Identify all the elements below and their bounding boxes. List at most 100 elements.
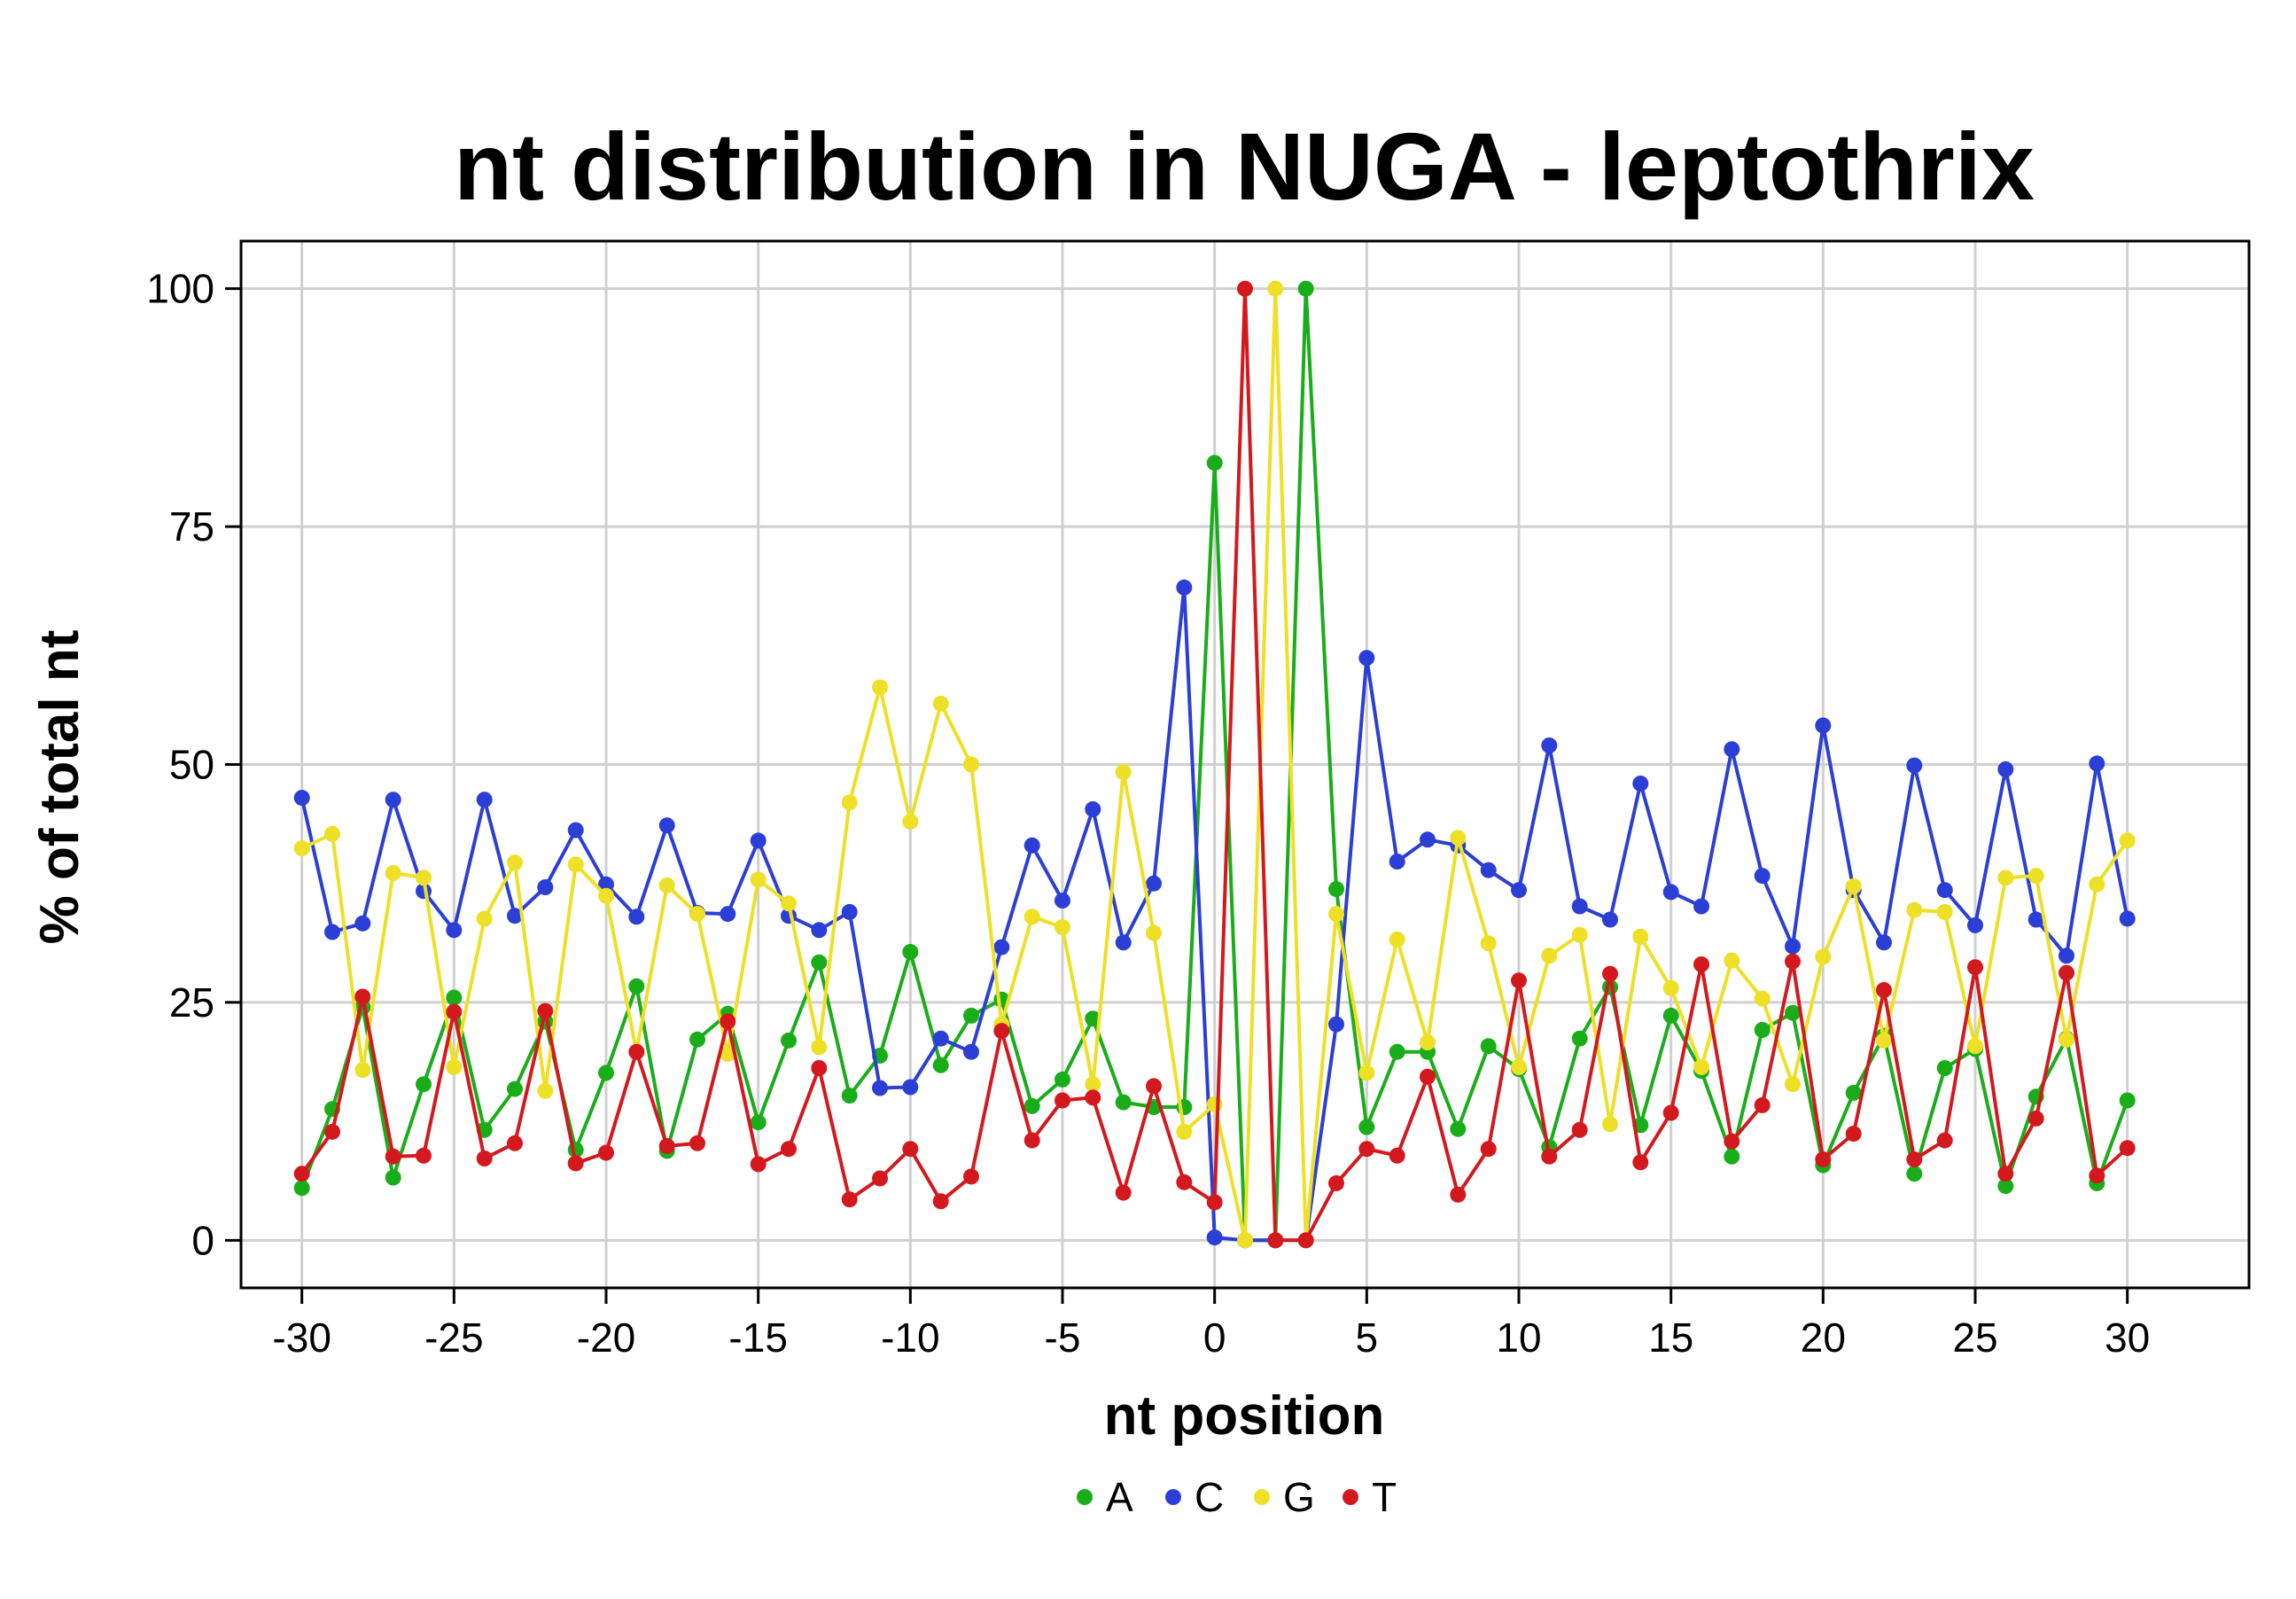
data-point: [1389, 1043, 1405, 1060]
data-point: [932, 1193, 949, 1210]
x-tick-label: 30: [2105, 1314, 2150, 1361]
data-point: [598, 887, 614, 904]
data-point: [781, 1032, 797, 1049]
data-point: [1815, 717, 1832, 734]
data-point: [1936, 903, 1953, 920]
data-point: [324, 1123, 340, 1140]
legend-label: T: [1372, 1474, 1397, 1520]
x-tick-label: -20: [577, 1314, 635, 1361]
data-point: [1693, 1058, 1709, 1075]
data-point: [1358, 1141, 1375, 1158]
data-point: [2119, 1140, 2136, 1157]
data-point: [1815, 948, 1832, 965]
data-point: [2059, 1031, 2074, 1048]
y-tick-label: 0: [191, 1217, 214, 1263]
data-point: [1358, 650, 1375, 667]
data-point: [446, 922, 463, 939]
data-point: [689, 1135, 705, 1151]
legend-marker: [1165, 1489, 1181, 1505]
data-point: [1115, 1094, 1132, 1111]
data-point: [872, 1170, 888, 1187]
data-point: [1420, 831, 1436, 848]
data-point: [1785, 1004, 1801, 1021]
data-point: [1906, 1166, 1923, 1182]
data-point: [507, 1135, 523, 1151]
data-point: [1906, 901, 1923, 918]
data-point: [1662, 1104, 1679, 1121]
data-point: [841, 794, 858, 811]
data-point: [385, 1169, 401, 1186]
data-point: [1906, 757, 1923, 774]
y-axis-title: % of total nt: [29, 630, 90, 945]
data-point: [658, 817, 675, 834]
legend-label: C: [1195, 1474, 1224, 1520]
data-point: [293, 1166, 310, 1182]
data-point: [354, 1062, 371, 1079]
data-point: [1023, 1097, 1040, 1114]
data-point: [1085, 1010, 1101, 1027]
data-point: [1420, 1068, 1436, 1085]
data-point: [628, 978, 645, 994]
data-point: [1297, 1232, 1314, 1249]
data-point: [293, 840, 310, 856]
data-point: [567, 1155, 584, 1172]
data-point: [1297, 280, 1314, 297]
data-point: [1267, 280, 1284, 297]
series-t: [293, 280, 2136, 1249]
data-point: [2089, 876, 2105, 893]
series-group: [293, 280, 2136, 1249]
data-point: [963, 1043, 979, 1060]
data-point: [1876, 982, 1892, 998]
series-g: [293, 280, 2136, 1249]
x-tick-label: -30: [272, 1314, 331, 1361]
data-point: [1785, 1076, 1801, 1093]
data-point: [1480, 935, 1497, 952]
data-point: [385, 792, 401, 808]
data-point: [385, 864, 401, 881]
legend-label: G: [1283, 1474, 1315, 1520]
data-point: [811, 1060, 828, 1076]
data-point: [1571, 1121, 1588, 1138]
data-point: [598, 876, 614, 893]
legend-marker: [1077, 1489, 1093, 1505]
data-point: [720, 906, 736, 923]
data-point: [416, 1076, 432, 1093]
data-point: [1662, 1007, 1679, 1024]
legend-item-c: C: [1165, 1474, 1224, 1520]
data-point: [1845, 1084, 1862, 1101]
data-point: [1724, 952, 1740, 969]
data-point: [385, 1148, 401, 1165]
x-tick-label: 5: [1356, 1314, 1379, 1361]
data-point: [811, 1039, 828, 1056]
data-point: [993, 939, 1010, 956]
data-point: [872, 679, 888, 696]
legend-label: A: [1106, 1474, 1133, 1520]
data-point: [1754, 990, 1771, 1007]
x-axis-title: nt position: [1104, 1385, 1385, 1447]
x-tick-label: -10: [881, 1314, 939, 1361]
data-point: [902, 1079, 919, 1096]
data-point: [1632, 928, 1649, 945]
data-point: [1480, 1038, 1497, 1055]
data-point: [628, 1043, 645, 1060]
x-tick-label: 25: [1952, 1314, 1997, 1361]
data-point: [598, 1144, 614, 1161]
data-point: [658, 1138, 675, 1154]
data-point: [1358, 1119, 1375, 1135]
data-point: [1328, 881, 1344, 898]
data-point: [1389, 932, 1405, 948]
data-point: [932, 1030, 949, 1047]
data-point: [446, 1003, 463, 1020]
data-point: [1267, 1232, 1284, 1249]
data-point: [1206, 1194, 1223, 1211]
data-point: [2119, 1092, 2136, 1109]
data-point: [720, 1045, 736, 1062]
data-point: [1206, 455, 1223, 472]
data-point: [1997, 1166, 2014, 1182]
data-point: [1023, 1132, 1040, 1149]
x-tick-label: -5: [1045, 1314, 1081, 1361]
data-point: [841, 1191, 858, 1208]
data-point: [811, 922, 828, 939]
data-point: [598, 1065, 614, 1081]
